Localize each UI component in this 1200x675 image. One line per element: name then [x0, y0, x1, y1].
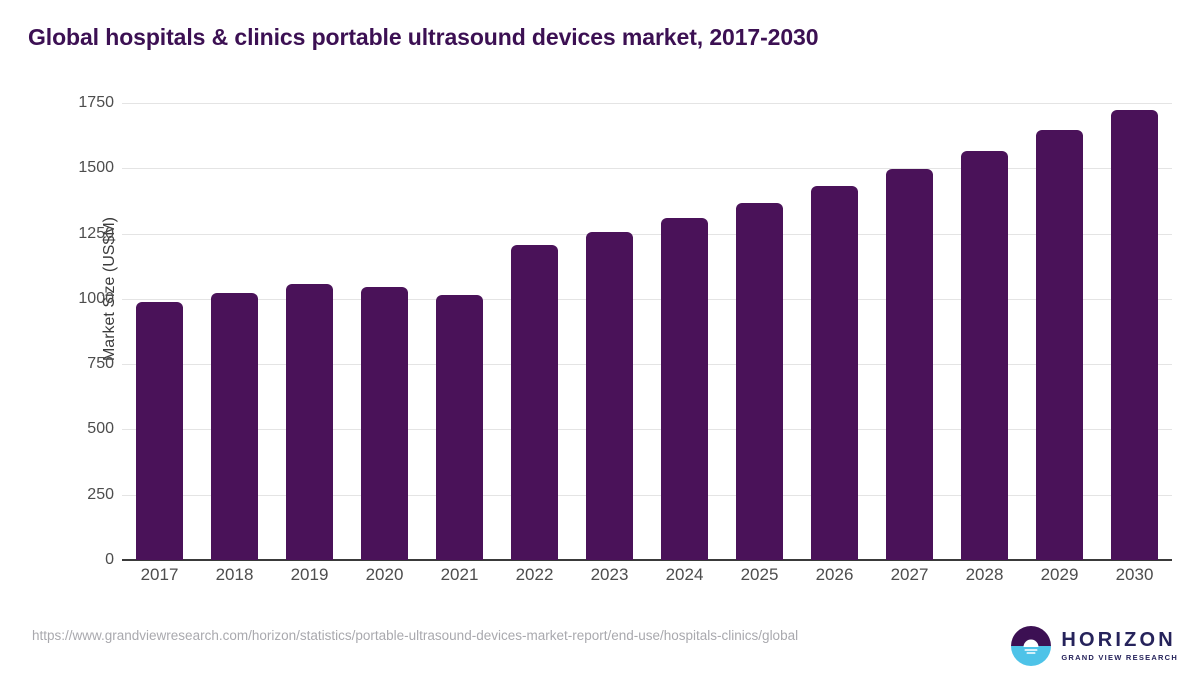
logo-tagline: GRAND VIEW RESEARCH [1061, 653, 1178, 663]
bar-2025[interactable] [736, 203, 783, 560]
x-tick-label: 2028 [965, 565, 1004, 584]
logo-text: HORIZON GRAND VIEW RESEARCH [1061, 630, 1178, 662]
x-tick-label: 2030 [1115, 565, 1154, 584]
bar-slot [136, 302, 183, 560]
gridline [122, 429, 1172, 431]
bar-slot [511, 244, 558, 560]
y-tick-label: 1000 [78, 289, 114, 307]
bar-2028[interactable] [961, 151, 1008, 560]
gridline [122, 364, 1172, 366]
bar-slot [961, 151, 1008, 560]
bar-2026[interactable] [811, 185, 858, 560]
bar-2030[interactable] [1111, 109, 1158, 560]
gridlines [122, 0, 1172, 605]
y-tick-label: 1500 [78, 159, 114, 177]
y-tick-label: 1250 [78, 224, 114, 242]
horizon-sun-logo-icon [1011, 626, 1052, 666]
x-tick-label: 2018 [215, 565, 254, 584]
x-tick-label: 2022 [515, 565, 554, 584]
bar-slot [661, 217, 708, 560]
x-tick-label: 2019 [290, 565, 329, 584]
bar-slot [811, 185, 858, 560]
bar-slot [736, 203, 783, 560]
logo-wordmark: HORIZON [1061, 629, 1176, 652]
x-tick-label: 2021 [440, 565, 479, 584]
bar-slot [286, 283, 333, 560]
bar-slot [1111, 109, 1158, 560]
bar-2023[interactable] [586, 232, 633, 560]
x-tick-label: 2024 [665, 565, 704, 584]
gridline [122, 168, 1172, 170]
y-axis-tick-labels: 0 250 500 750 1000 1250 1500 1750 [36, 0, 114, 605]
bar-2027[interactable] [886, 169, 933, 560]
gridline [122, 298, 1172, 300]
bar-slot [886, 169, 933, 560]
x-tick-label: 2025 [740, 565, 779, 584]
x-tick-label: 2017 [140, 565, 179, 584]
y-tick-label: 250 [87, 485, 114, 503]
x-axis-tick-labels: 2017 2018 2019 2020 2021 2022 2023 2024 2025 2026… [122, 565, 1172, 605]
bar-2017[interactable] [136, 302, 183, 560]
y-tick-label: 1750 [78, 94, 114, 111]
bar-slot [436, 295, 483, 560]
gridline [122, 103, 1172, 104]
x-tick-label: 2023 [590, 565, 629, 584]
bar-series [122, 0, 1172, 605]
x-tick-label: 2020 [365, 565, 404, 584]
bar-slot [1036, 130, 1083, 560]
brand-logo: HORIZON GRAND VIEW RESEARCH [1011, 626, 1178, 666]
bar-slot [586, 232, 633, 560]
x-tick-label: 2029 [1040, 565, 1079, 584]
y-tick-label: 0 [105, 551, 114, 568]
page-title: Global hospitals & clinics portable ultr… [28, 24, 819, 50]
bar-2019[interactable] [286, 283, 333, 560]
x-axis-baseline [122, 559, 1172, 561]
chart-footer: https://www.grandviewresearch.com/horizo… [0, 618, 1200, 675]
y-tick-label: 750 [87, 355, 114, 373]
bar-2021[interactable] [436, 295, 483, 560]
bar-slot [361, 286, 408, 560]
bar-slot [211, 293, 258, 560]
bar-2022[interactable] [511, 244, 558, 560]
bar-2018[interactable] [211, 293, 258, 560]
gridline [122, 233, 1172, 235]
gridline [122, 494, 1172, 496]
x-tick-label: 2027 [890, 565, 929, 584]
bar-2024[interactable] [661, 217, 708, 560]
x-tick-label: 2026 [815, 565, 854, 584]
source-url[interactable]: https://www.grandviewresearch.com/horizo… [32, 628, 799, 643]
plot-area: Market Size (US$M) 0 250 500 750 1000 1250 150… [36, 0, 1172, 605]
y-tick-label: 500 [87, 420, 114, 438]
bar-2020[interactable] [361, 286, 408, 560]
bar-2029[interactable] [1036, 130, 1083, 560]
